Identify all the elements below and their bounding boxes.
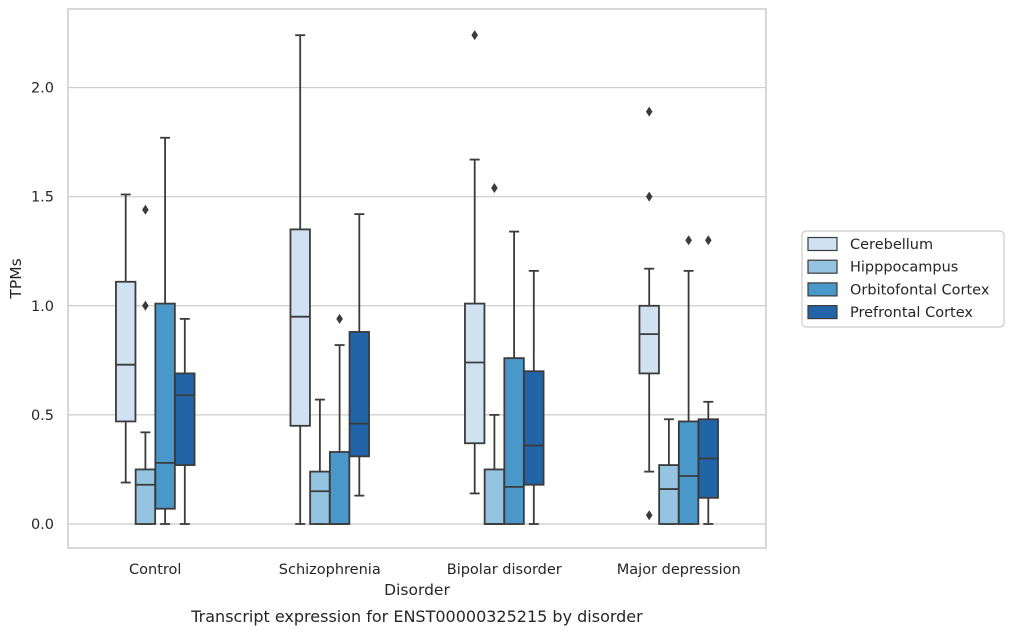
box-group: [328, 313, 351, 525]
legend: Cerebellum Hipppocampus Orbitofontal Corte…: [801, 230, 1005, 328]
box-group: [697, 235, 719, 525]
x-tick-label: Bipolar disorder: [447, 562, 562, 578]
iqr-box: [348, 331, 370, 458]
outlier-point: [491, 182, 498, 193]
plot-frame: [67, 8, 767, 549]
box-group: [289, 34, 311, 525]
iqr-box: [174, 372, 196, 466]
box-group: [638, 106, 660, 521]
iqr-box: [328, 451, 351, 525]
legend-frame: [801, 230, 1005, 328]
box-group: [348, 213, 370, 497]
iqr-box: [464, 302, 486, 445]
iqr-box: [115, 280, 137, 423]
legend-label: Hipppocampus: [850, 260, 958, 276]
outlier-point: [645, 510, 653, 521]
iqr-box: [503, 357, 525, 525]
legend-swatch: [807, 236, 838, 252]
box-group: [503, 230, 525, 525]
box-group: [464, 30, 486, 495]
iqr-box: [658, 464, 680, 525]
outlier-point: [705, 235, 712, 246]
x-tick-label: Major depression: [617, 562, 741, 578]
chart-caption: Transcript expression for ENST0000032521…: [190, 607, 643, 626]
box-group: [154, 136, 176, 525]
box-group: [309, 398, 331, 525]
outlier-point: [471, 30, 478, 41]
y-axis-label: TPMs: [7, 258, 25, 299]
x-tick-label: Schizophrenia: [279, 562, 381, 578]
legend-swatch: [807, 282, 838, 297]
y-tick-label: 0.0: [31, 517, 54, 533]
legend-label: Orbitofontal Cortex: [850, 282, 990, 298]
box-group: [134, 204, 157, 525]
plot-boxes: [115, 30, 719, 525]
box-group: [523, 269, 545, 525]
iqr-box: [523, 370, 545, 486]
outlier-point: [142, 204, 149, 215]
box-group: [174, 317, 196, 525]
box-group: [658, 418, 680, 525]
outlier-point: [336, 313, 343, 324]
outlier-point: [685, 235, 692, 246]
y-tick-label: 1.5: [31, 190, 54, 206]
axes: 0.0 0.5 1.0 1.5 2.0 Control Schizophrenia Bipol…: [31, 8, 767, 578]
x-tick-label: Control: [129, 562, 181, 578]
iqr-box: [483, 468, 506, 525]
iqr-box: [677, 420, 700, 525]
iqr-box: [154, 302, 176, 510]
box-group: [483, 182, 506, 525]
y-tick-label: 2.0: [31, 81, 54, 97]
y-tick-label: 1.0: [31, 299, 54, 315]
outlier-point: [142, 300, 149, 311]
legend-swatch: [807, 305, 838, 320]
x-axis-label: Disorder: [384, 581, 450, 599]
legend-label: Cerebellum: [850, 237, 933, 253]
iqr-box: [309, 470, 331, 525]
iqr-box: [134, 468, 157, 525]
legend-label: Prefrontal Cortex: [850, 305, 973, 321]
box-group: [115, 193, 137, 484]
y-tick-label: 0.5: [31, 408, 54, 424]
legend-swatch: [807, 259, 838, 274]
iqr-box: [638, 304, 660, 375]
box-group: [677, 235, 700, 525]
outlier-point: [645, 106, 653, 117]
outlier-point: [645, 191, 653, 202]
iqr-box: [289, 228, 311, 427]
